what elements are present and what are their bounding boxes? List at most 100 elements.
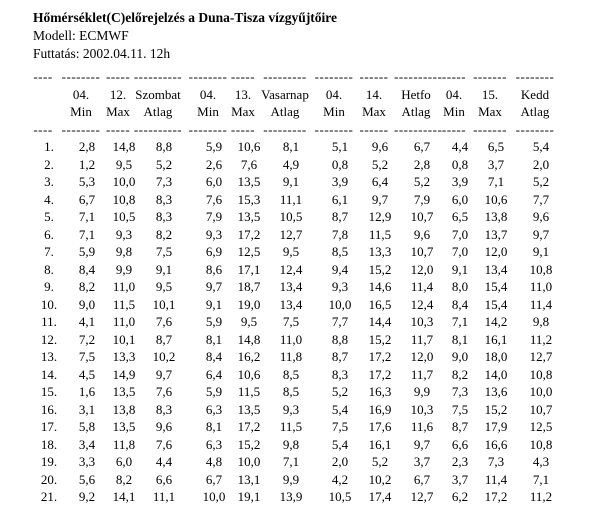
temp-cell: 5,2 bbox=[371, 454, 389, 469]
sub-header-cell: Atlag bbox=[143, 104, 173, 119]
temp-cell: 12,4 bbox=[279, 261, 303, 277]
separator-cell: --------- bbox=[263, 121, 307, 137]
table-row: 9. 8,2 11,0 9,5 9,7 18,7 13,4 9,3 14,6 11,4 8,0 15,… bbox=[36, 278, 566, 296]
separator-cell: ----- bbox=[441, 121, 467, 137]
temp-cell: 7,9 bbox=[205, 209, 223, 224]
day-header-cell: 04. bbox=[72, 86, 90, 102]
temp-cell: 6,6 bbox=[155, 471, 173, 487]
temp-cell: 12,0 bbox=[410, 349, 434, 364]
temp-cell: 6,7 bbox=[78, 191, 96, 207]
temp-cell: 1,2 bbox=[78, 156, 96, 172]
temp-cell: 16,2 bbox=[237, 349, 261, 364]
temp-cell: 16,1 bbox=[484, 331, 508, 347]
row-number: 19. bbox=[40, 454, 58, 469]
temp-cell: 10,7 bbox=[410, 209, 434, 224]
temp-cell: 5,4 bbox=[331, 401, 349, 417]
day-header-cell: 04. bbox=[325, 86, 343, 102]
temp-cell: 7,1 bbox=[282, 454, 300, 469]
temp-cell: 7,1 bbox=[78, 226, 96, 242]
temp-cell: 9,5 bbox=[240, 314, 258, 329]
row-number: 12. bbox=[40, 331, 58, 347]
temp-cell: 4,1 bbox=[78, 314, 96, 329]
temp-cell: 11,7 bbox=[410, 331, 434, 347]
temp-cell: 10,3 bbox=[410, 401, 434, 417]
temp-cell: 4,4 bbox=[155, 454, 173, 469]
temp-cell: 8,2 bbox=[78, 279, 96, 294]
temp-cell: 1,6 bbox=[78, 384, 96, 399]
table-row: 18. 3,4 11,8 7,6 6,3 15,2 9,8 5,4 16,1 9,7 6,6 16,6… bbox=[36, 436, 566, 454]
temp-cell: 16,6 bbox=[484, 436, 508, 452]
temp-cell: 8,4 bbox=[78, 261, 96, 277]
temp-cell: 10,0 bbox=[328, 296, 352, 312]
temp-cell: 7,9 bbox=[413, 191, 431, 207]
separator-cell: -------- bbox=[61, 69, 101, 84]
day-header-cell: 12. bbox=[109, 86, 127, 102]
temp-cell: 7,5 bbox=[331, 419, 349, 434]
separator-cell: --------- bbox=[263, 69, 307, 84]
temp-cell: 9,8 bbox=[532, 314, 550, 329]
temp-cell: 5,2 bbox=[532, 174, 550, 189]
temp-cell: 8,1 bbox=[282, 139, 300, 154]
temp-cell: 8,7 bbox=[155, 331, 173, 347]
temp-cell: 9,1 bbox=[205, 296, 223, 312]
day-header-cell: 13. bbox=[234, 86, 252, 102]
sub-header-cell: Min bbox=[197, 104, 219, 119]
table-row: 21. 9,2 14,1 11,1 10,0 19,1 13,9 10,5 17,4 12,7 6,… bbox=[36, 488, 566, 506]
temp-cell: 9,0 bbox=[451, 349, 469, 364]
temp-cell: 13,1 bbox=[237, 471, 261, 487]
day-header-cell: Szombat bbox=[135, 86, 181, 102]
temp-cell: 8,3 bbox=[155, 191, 173, 207]
temp-cell: 2,8 bbox=[78, 139, 96, 154]
temp-cell: 13,4 bbox=[484, 261, 508, 277]
table-row: 15. 1,6 13,5 7,6 5,9 11,5 8,5 5,2 16,3 9,9 7,3 13,6… bbox=[36, 383, 566, 401]
temp-cell: 11,0 bbox=[112, 314, 136, 329]
temp-cell: 3,7 bbox=[413, 454, 431, 469]
temp-cell: 4,4 bbox=[451, 139, 469, 154]
temp-cell: 9,5 bbox=[115, 156, 133, 172]
temp-cell: 7,6 bbox=[155, 384, 173, 399]
temp-cell: 7,6 bbox=[240, 156, 258, 172]
temp-cell: 7,7 bbox=[532, 191, 550, 207]
temp-cell: 8,7 bbox=[331, 349, 349, 364]
row-number: 4. bbox=[44, 191, 54, 207]
temp-cell: 9,6 bbox=[155, 419, 173, 434]
temp-cell: 9,7 bbox=[155, 366, 173, 382]
day-header-cell: Hetfo bbox=[401, 86, 431, 102]
temp-cell: 10,8 bbox=[529, 261, 553, 277]
temp-cell: 6,4 bbox=[371, 174, 389, 189]
temp-cell: 9,3 bbox=[115, 226, 133, 242]
temp-cell: 10,8 bbox=[529, 436, 553, 452]
temp-cell: 9,3 bbox=[282, 401, 300, 417]
temp-cell: 14,8 bbox=[112, 139, 136, 154]
temp-cell: 15,2 bbox=[368, 331, 392, 347]
row-number: 18. bbox=[40, 436, 58, 452]
temp-cell: 10,1 bbox=[112, 331, 136, 347]
temp-cell: 2,0 bbox=[532, 156, 550, 172]
temp-cell: 15,4 bbox=[484, 296, 508, 312]
temp-cell: 15,2 bbox=[368, 261, 392, 277]
temp-cell: 13,5 bbox=[237, 174, 261, 189]
temp-cell: 11,4 bbox=[484, 471, 508, 487]
table-row: 12. 7,2 10,1 8,7 8,1 14,8 11,0 8,8 15,2 11,7 8,1 16… bbox=[36, 331, 566, 349]
temp-cell: 4,9 bbox=[282, 156, 300, 172]
temp-cell: 6,0 bbox=[451, 191, 469, 207]
temp-cell: 5,3 bbox=[78, 174, 96, 189]
separator-cell: -------- bbox=[515, 69, 555, 84]
temp-cell: 17,2 bbox=[237, 226, 261, 242]
temp-cell: 9,2 bbox=[78, 489, 96, 504]
temp-cell: 7,6 bbox=[205, 191, 223, 207]
temp-cell: 0,8 bbox=[331, 156, 349, 172]
temp-cell: 12,7 bbox=[410, 489, 434, 504]
temp-cell: 9,0 bbox=[78, 296, 96, 312]
row-number: 6. bbox=[44, 226, 54, 242]
temp-cell: 17,2 bbox=[237, 419, 261, 434]
table-row: 20. 5,6 8,2 6,6 6,7 13,1 9,9 4,2 10,2 6,7 3,7 11,4 7… bbox=[36, 471, 566, 489]
temp-cell: 12,4 bbox=[410, 296, 434, 312]
separator-cell: ---- bbox=[33, 69, 53, 84]
temp-cell: 16,3 bbox=[368, 384, 392, 399]
temp-cell: 7,3 bbox=[487, 454, 505, 469]
temp-cell: 8,3 bbox=[155, 209, 173, 224]
temp-cell: 7,2 bbox=[78, 331, 96, 347]
temp-cell: 6,3 bbox=[205, 436, 223, 452]
temp-cell: 5,2 bbox=[371, 156, 389, 172]
